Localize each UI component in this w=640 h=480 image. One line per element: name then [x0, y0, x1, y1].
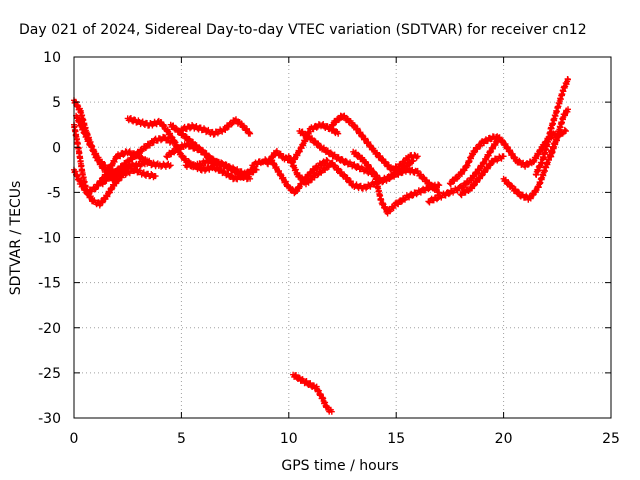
series-satellite-track-15 — [328, 112, 421, 174]
data-points — [249, 156, 331, 197]
data-points — [328, 112, 421, 174]
series-satellite-track-8 — [163, 140, 213, 162]
series-satellite-track-10 — [182, 156, 254, 183]
series-satellite-track-17 — [290, 371, 335, 415]
y-tick-label: -25 — [38, 366, 61, 382]
data-points — [350, 148, 417, 186]
x-tick-label: 15 — [387, 431, 405, 447]
series-satellite-track-5 — [98, 133, 176, 188]
y-tick-label: 10 — [43, 50, 61, 66]
series-satellite-track-23 — [532, 76, 571, 178]
series-satellite-track-9 — [178, 116, 254, 138]
x-tick-label: 0 — [70, 431, 79, 447]
data-points — [547, 106, 571, 160]
data-points — [457, 153, 507, 199]
chart-title: Day 021 of 2024, Sidereal Day-to-day VTE… — [19, 22, 587, 38]
y-tick-label: -5 — [47, 185, 61, 201]
series-satellite-track-11 — [249, 156, 331, 197]
x-tick-label: 25 — [602, 431, 620, 447]
data-points — [98, 133, 176, 188]
y-axis-label: SDTVAR / TECUs — [8, 181, 24, 296]
y-tick-label: -30 — [38, 411, 61, 427]
x-tick-label: 20 — [495, 431, 513, 447]
y-tick-label: -10 — [38, 231, 61, 247]
grid — [74, 57, 611, 418]
series-satellite-track-20 — [457, 153, 507, 199]
y-tick-label: 0 — [52, 140, 61, 156]
data-points — [178, 116, 254, 138]
data-layer — [71, 76, 571, 415]
data-points — [446, 133, 507, 188]
data-points — [163, 140, 213, 162]
x-tick-label: 10 — [280, 431, 298, 447]
series-satellite-track-19 — [446, 133, 507, 188]
y-tick-label: -20 — [38, 321, 61, 337]
data-points — [182, 156, 254, 183]
y-tick-label: -15 — [38, 276, 61, 292]
x-tick-label: 5 — [177, 431, 186, 447]
data-points — [532, 76, 571, 178]
ticks: 0 5 10 15 20 25 10 5 0 -5 -10 -15 -20 -25 -30 — [38, 50, 620, 447]
x-axis-label: GPS time / hours — [281, 458, 398, 474]
series-satellite-track-16 — [350, 148, 417, 186]
y-tick-label: 5 — [52, 95, 61, 111]
data-points — [290, 371, 335, 415]
series-satellite-track-18 — [425, 134, 503, 206]
series-satellite-track-24 — [547, 106, 571, 160]
data-points — [425, 134, 503, 206]
